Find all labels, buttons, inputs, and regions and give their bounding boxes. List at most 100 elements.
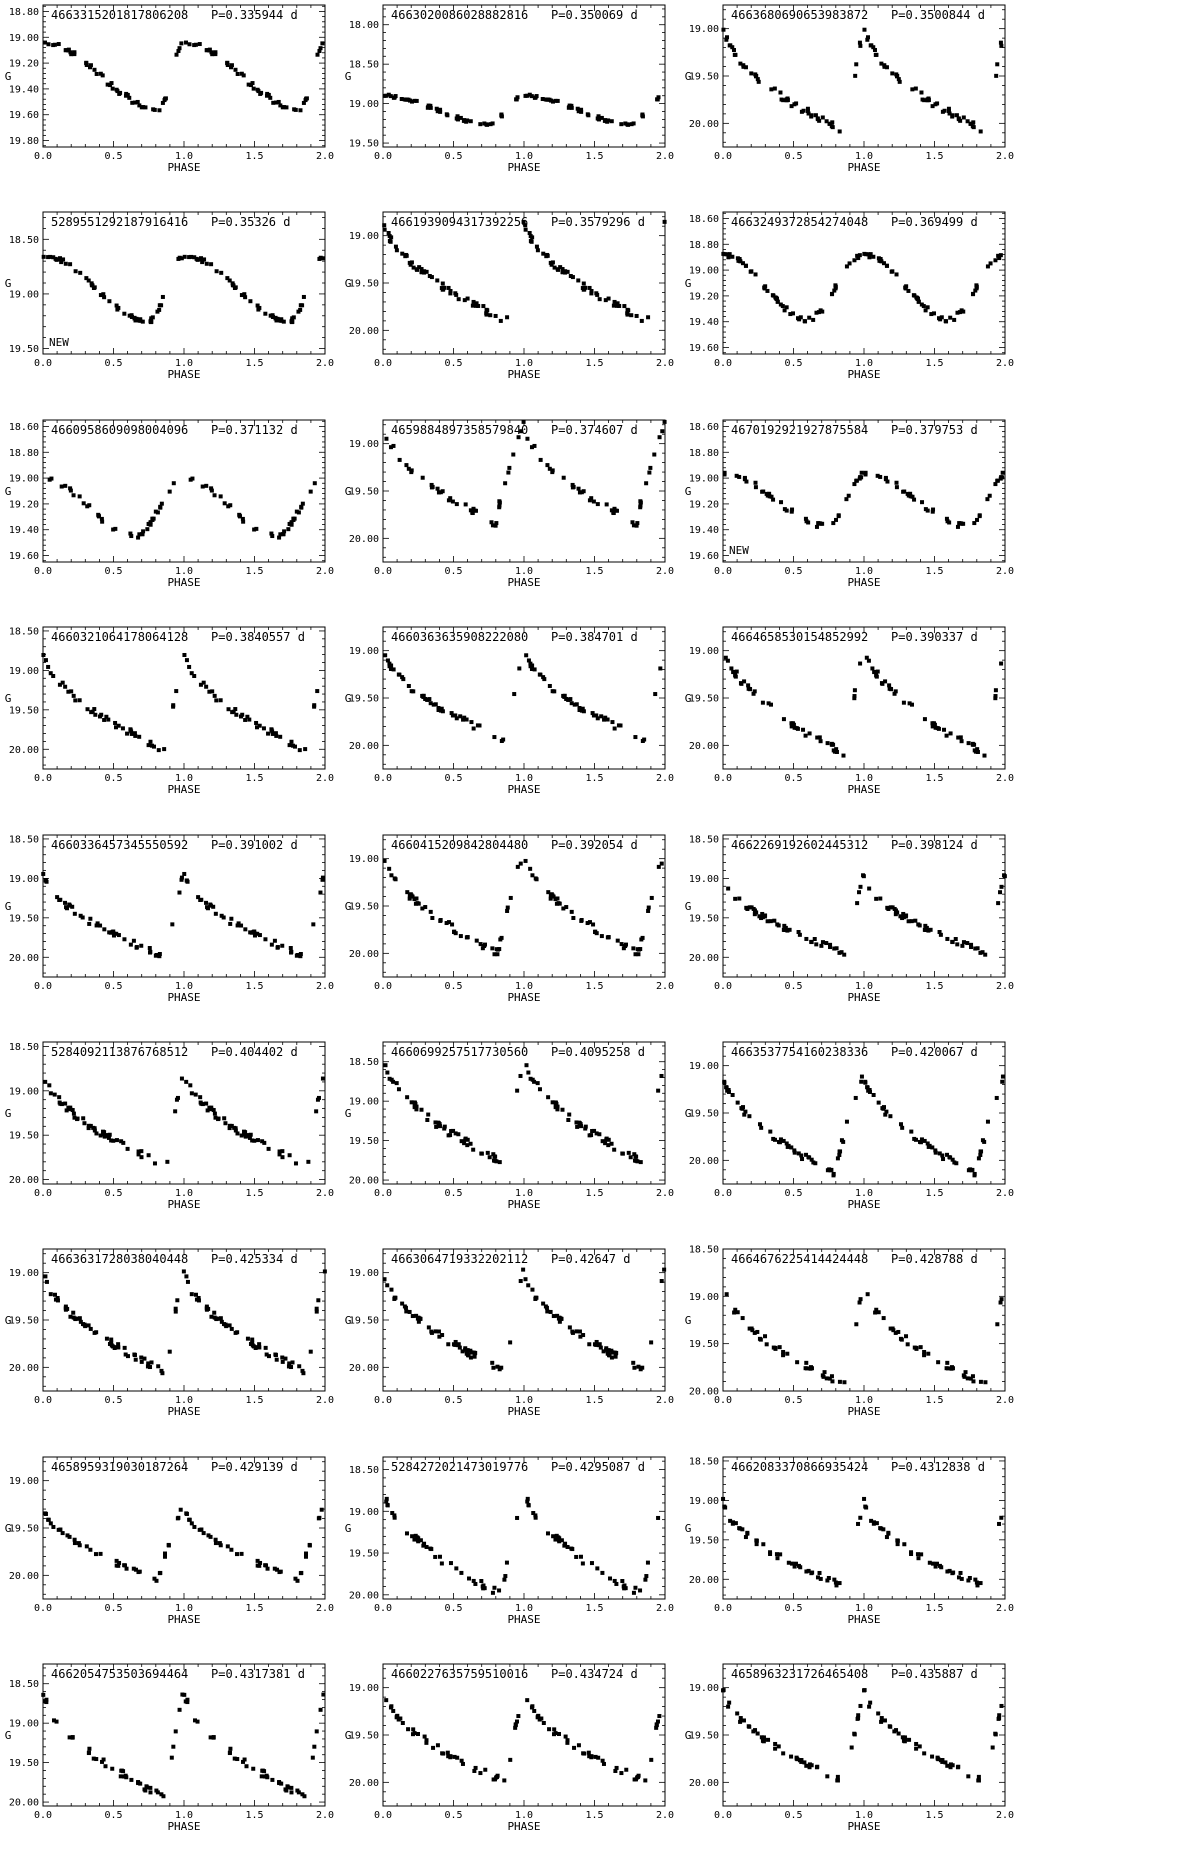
data-point [456, 1132, 461, 1137]
y-tick-label: 19.50 [9, 913, 39, 924]
data-point [820, 1373, 825, 1378]
gaia-source-id: 4663631728038040448 [51, 1252, 188, 1266]
y-axis-label: G [5, 1729, 12, 1742]
y-tick-label: 20.00 [689, 1575, 719, 1586]
x-tick-label: 1.5 [245, 566, 263, 577]
data-point [731, 670, 736, 675]
data-point [162, 747, 167, 752]
data-point [528, 239, 533, 244]
data-point [883, 475, 888, 480]
gaia-source-id: 4663680690653983872 [731, 8, 868, 22]
data-point [250, 1138, 255, 1143]
data-point [901, 489, 906, 494]
data-point [619, 941, 624, 946]
data-point [999, 884, 1004, 889]
data-point [410, 1534, 415, 1539]
data-point [532, 1709, 537, 1714]
y-tick-label: 19.50 [9, 1758, 39, 1769]
data-point [560, 270, 565, 275]
data-point [86, 1323, 91, 1328]
light-curve-panel: 0.0 0.5 1.0 1.5 2.0 18.50 19.00 19.50 20.00 PHASE… [340, 1037, 740, 1244]
data-point [549, 263, 554, 268]
data-point [574, 1329, 579, 1334]
data-point [94, 923, 99, 928]
data-point [855, 900, 860, 905]
data-point [185, 1700, 190, 1705]
data-point [435, 278, 440, 283]
data-point [123, 93, 128, 98]
data-point [599, 933, 604, 938]
data-point [289, 320, 294, 325]
x-tick-label: 0.5 [784, 773, 802, 784]
x-tick-label: 0.0 [374, 1810, 392, 1821]
data-point [833, 283, 838, 288]
data-point [41, 1693, 46, 1698]
x-tick-label: 0.0 [374, 566, 392, 577]
data-point [120, 726, 125, 731]
x-axis-label: PHASE [167, 368, 200, 381]
data-point [640, 113, 645, 118]
data-point [205, 48, 210, 53]
data-point [527, 92, 532, 97]
data-point [596, 114, 601, 119]
data-point [92, 707, 97, 712]
data-point [811, 1160, 816, 1165]
data-point [828, 942, 833, 947]
data-point [385, 1070, 390, 1075]
period-label: P=0.434724 d [551, 1667, 638, 1681]
data-point [169, 1755, 174, 1760]
data-point [315, 52, 320, 57]
data-point [179, 875, 184, 880]
data-point [872, 48, 877, 53]
data-point [70, 1735, 75, 1740]
data-point [762, 286, 767, 291]
y-tick-label: 19.00 [349, 99, 379, 110]
data-point [805, 109, 810, 114]
data-point [180, 1692, 185, 1697]
data-point [387, 664, 392, 669]
data-point [116, 1342, 121, 1347]
data-point [725, 35, 730, 40]
data-point [71, 1111, 76, 1116]
x-tick-label: 0.0 [34, 358, 52, 369]
data-point [896, 1330, 901, 1335]
data-point [408, 98, 413, 103]
data-point [644, 1573, 649, 1578]
data-point [797, 317, 802, 322]
data-point [207, 689, 212, 694]
data-point [772, 86, 777, 91]
data-point [462, 1141, 467, 1146]
data-point [290, 743, 295, 748]
data-point [147, 945, 152, 950]
data-point [393, 245, 398, 250]
data-point [740, 1527, 745, 1532]
data-point [129, 732, 134, 737]
data-point [515, 95, 520, 100]
data-point [579, 109, 584, 114]
data-point [558, 265, 563, 270]
data-point [434, 1124, 439, 1129]
x-axis-label: PHASE [167, 161, 200, 174]
data-point [92, 1331, 97, 1336]
data-point [491, 1366, 496, 1371]
data-point [177, 256, 182, 261]
data-point [997, 1521, 1002, 1526]
data-point [512, 692, 517, 697]
data-point [866, 658, 871, 663]
data-point [391, 1709, 396, 1714]
data-point [424, 1741, 429, 1746]
data-point [86, 1750, 91, 1755]
data-point [824, 940, 829, 945]
data-point [633, 1585, 638, 1590]
x-tick-label: 1.0 [855, 566, 873, 577]
data-point [304, 96, 309, 101]
data-point [804, 1366, 809, 1371]
data-point [632, 1777, 637, 1782]
data-point [260, 1768, 265, 1773]
x-tick-label: 0.0 [34, 1395, 52, 1406]
data-point [130, 100, 135, 105]
data-point [437, 1554, 442, 1559]
data-point [724, 1292, 729, 1297]
data-point [557, 1320, 562, 1325]
data-point [491, 1777, 496, 1782]
